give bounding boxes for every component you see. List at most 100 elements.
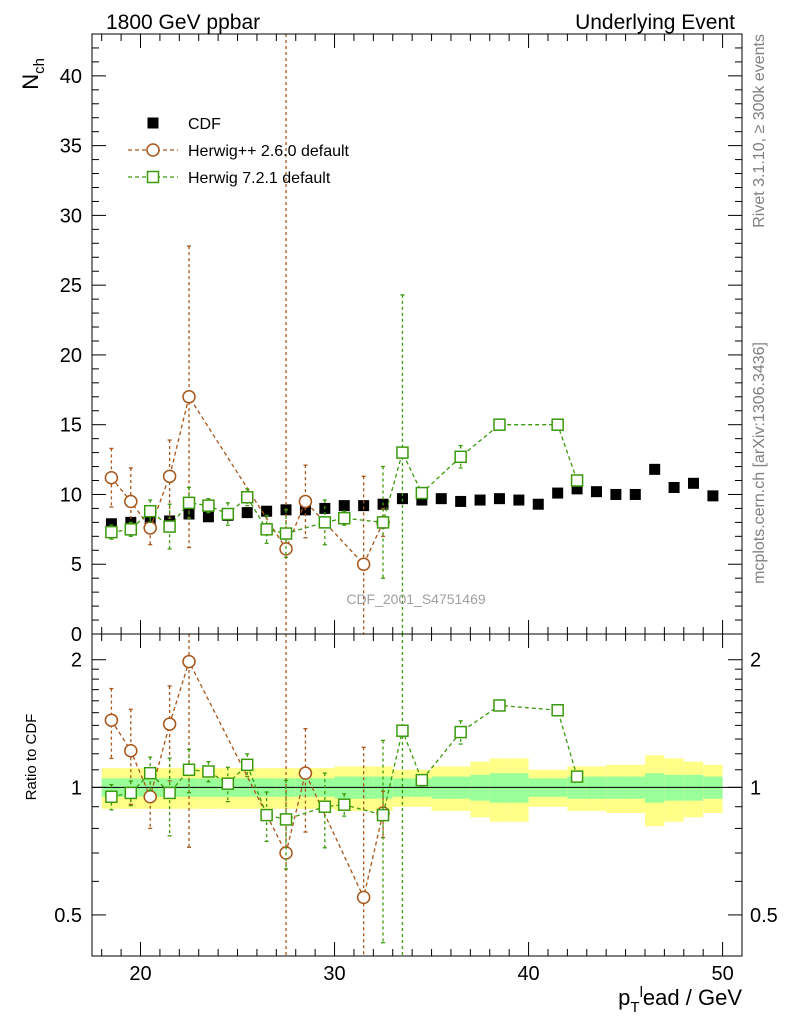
- legend-entry-2: Herwig 7.2.1 default: [128, 170, 331, 187]
- data-point: [571, 483, 583, 495]
- legend-label: CDF: [188, 116, 221, 133]
- ratio-point: [105, 790, 118, 804]
- series-line: [110, 395, 384, 566]
- ratio-point: [182, 763, 196, 777]
- legend: CDF Herwig++ 2.6.0 default Herwig 7.2.1 de…: [128, 116, 350, 187]
- data-point: [279, 542, 293, 556]
- data-point: [668, 481, 680, 493]
- data-point: [143, 504, 157, 518]
- data-point: [629, 488, 641, 500]
- ratio-panel: 20 30 40 50 0.5 0.5 1 1 2 2 Ratio to CDF: [23, 633, 778, 985]
- ratio-point: [124, 743, 138, 758]
- ratio-series-1: [105, 634, 584, 956]
- data-point: [552, 487, 564, 499]
- data-point: [124, 523, 138, 536]
- ratio-point: [376, 808, 390, 822]
- ratio-point: [202, 765, 215, 778]
- data-point: [396, 446, 409, 459]
- legend-entry-0: CDF: [147, 116, 221, 133]
- y-tick-label-right: 0.5: [750, 905, 778, 927]
- y-tick-label: 5: [71, 554, 82, 576]
- data-point: [182, 390, 196, 404]
- data-point: [356, 557, 371, 571]
- data-point: [474, 494, 486, 506]
- x-tick-label: 20: [129, 963, 151, 985]
- data-point: [416, 494, 428, 506]
- band-inner: [509, 773, 529, 803]
- y-tick-label: 10: [60, 484, 82, 506]
- x-tick-label: 40: [517, 963, 539, 985]
- ratio-point: [163, 786, 176, 800]
- x-tick-label: 30: [323, 963, 345, 985]
- data-point: [241, 507, 253, 519]
- data-point: [202, 499, 215, 512]
- data-point: [143, 521, 157, 535]
- legend-marker: [146, 170, 160, 184]
- data-point: [202, 511, 214, 523]
- legend-marker: [146, 143, 160, 157]
- series-2: [105, 294, 584, 634]
- ratio-series-layer: [104, 634, 584, 956]
- legend-entry-1: Herwig++ 2.6.0 default: [128, 143, 350, 160]
- data-point: [260, 523, 273, 536]
- data-point: [570, 474, 584, 487]
- ratio-panel-frame: [91, 633, 743, 957]
- x-tick-label: 50: [711, 963, 733, 985]
- data-point: [162, 469, 177, 484]
- ratio-point: [318, 800, 332, 813]
- title-right: Underlying Event: [575, 11, 735, 34]
- ratio-point: [570, 770, 584, 783]
- data-point: [551, 418, 564, 431]
- data-point: [318, 516, 332, 529]
- legend-label: Herwig++ 2.6.0 default: [188, 143, 350, 160]
- data-point: [105, 518, 117, 530]
- data-point: [396, 493, 408, 505]
- data-point: [610, 488, 622, 500]
- ratio-point: [356, 890, 371, 905]
- band-inner: [489, 773, 510, 803]
- data-point: [532, 498, 544, 510]
- y-tick-label: 30: [60, 205, 82, 227]
- legend-label: Herwig 7.2.1 default: [188, 170, 331, 187]
- side-note-rivet: Rivet 3.1.10, ≥ 300k events: [751, 34, 768, 228]
- ratio-point: [221, 777, 235, 790]
- ratio-point: [143, 790, 157, 804]
- data-point: [590, 486, 602, 498]
- y-tick-label: 2: [71, 650, 82, 672]
- y-tick-label-right: 1: [750, 777, 761, 799]
- ratio-point: [415, 773, 429, 787]
- y-tick-label-right: 2: [750, 650, 761, 672]
- ratio-axes: 20 30 40 50 0.5 0.5 1 1 2 2: [54, 634, 778, 985]
- data-point: [415, 486, 429, 500]
- y-tick-label: 0: [71, 624, 82, 646]
- data-point: [105, 525, 118, 539]
- ratio-point: [396, 724, 409, 737]
- ratio-point: [104, 713, 119, 727]
- data-point: [687, 477, 699, 489]
- y-tick-label: 40: [60, 66, 82, 88]
- data-point: [298, 494, 313, 509]
- title-left: 1800 GeV ppbar: [106, 11, 260, 34]
- main-panel: 0 5 10 15 20 25 30 35 40 Nch CDF_2001_S4751469 C…: [18, 33, 743, 646]
- watermark: CDF_2001_S4751469: [346, 591, 486, 607]
- data-point: [338, 500, 350, 512]
- ratio-point: [454, 725, 467, 739]
- data-point: [104, 470, 119, 485]
- main-series-layer: [104, 34, 719, 634]
- data-point: [707, 490, 719, 502]
- ratio-point: [493, 699, 506, 712]
- x-axis-label: pTlead / GeV: [618, 984, 742, 1016]
- data-point: [240, 491, 254, 504]
- data-point: [454, 450, 467, 464]
- ratio-point: [162, 717, 177, 731]
- data-point: [376, 516, 390, 529]
- y-tick-label: 35: [60, 136, 82, 158]
- data-point: [221, 507, 235, 521]
- ratio-point: [143, 766, 157, 780]
- data-point: [124, 494, 138, 509]
- ratio-y-axis-label: Ratio to CDF: [23, 714, 40, 801]
- data-point: [455, 495, 467, 507]
- band-inner: [644, 773, 665, 803]
- data-point: [358, 500, 370, 512]
